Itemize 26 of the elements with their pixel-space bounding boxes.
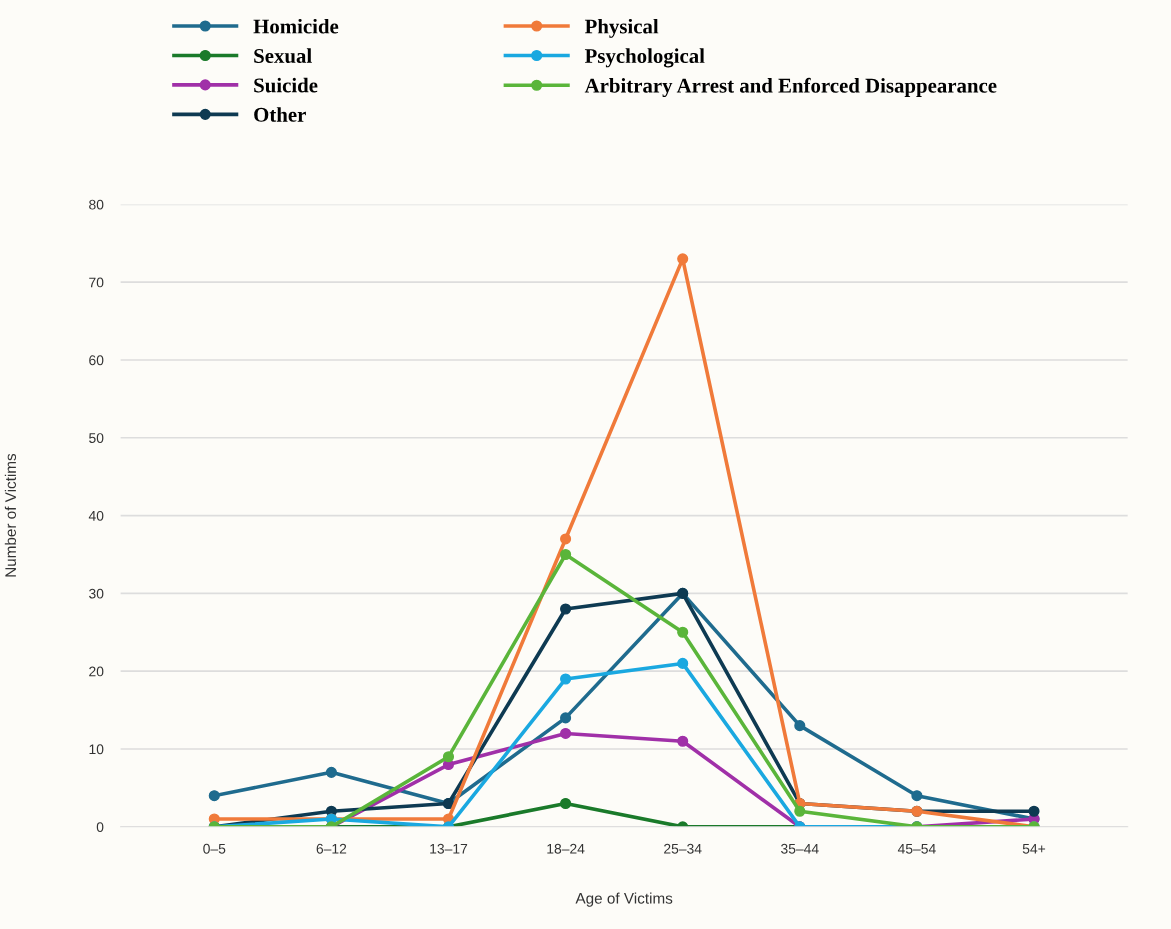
x-tick-label: 18–24: [547, 843, 585, 854]
y-tick-label: 40: [88, 510, 104, 521]
legend-label: Suicide: [254, 77, 318, 93]
y-tick-label: 60: [89, 355, 104, 366]
y-tick-label: 70: [89, 277, 104, 288]
y-axis-title: Number of Victims: [4, 453, 17, 577]
legend-label: Homicide: [253, 18, 339, 34]
x-tick-label: 0–5: [203, 843, 226, 854]
legend-label: Other: [254, 107, 306, 122]
y-tick-label: 80: [89, 199, 104, 210]
legend-label: Psychological: [584, 48, 705, 68]
x-tick-label: 45–54: [897, 843, 936, 854]
x-tick-label: 13–17: [430, 843, 468, 854]
y-tick-label: 50: [89, 433, 104, 443]
x-axis-title: Age of Victims: [575, 892, 673, 907]
x-tick-label: 6–12: [316, 843, 347, 854]
legend-label: Physical: [584, 18, 659, 38]
x-tick-label: 35–44: [781, 843, 819, 854]
x-tick-label: 54+: [1022, 843, 1046, 854]
y-tick-label: 20: [89, 666, 104, 677]
y-tick-label: 10: [89, 744, 104, 755]
y-tick-label: 30: [89, 588, 104, 599]
legend-label: Sexual: [254, 48, 312, 64]
legend-label: Arbitrary Arrest and Enforced Disappearance: [584, 77, 997, 98]
x-tick-label: 25–34: [664, 843, 702, 854]
y-tick-label: 0: [96, 822, 104, 832]
